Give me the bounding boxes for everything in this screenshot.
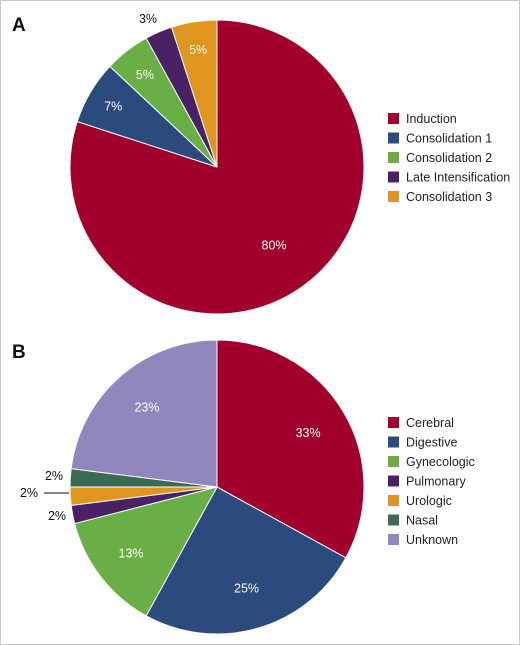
legend-swatch-consolidation-1 [388,132,399,144]
slice-cerebral [216,339,365,559]
legend-label-cerebral: Cerebral [406,416,454,430]
legend-label-consolidation-2: Consolidation 2 [406,151,492,165]
legend-swatch-cerebral [388,417,399,428]
legend-label-unknown: Unknown [406,533,458,547]
data-label-induction: 80% [262,238,287,252]
legend-swatch-late-intensification [388,171,399,183]
slice-gynecologic [74,486,218,617]
legend-swatch-consolidation-3 [388,191,399,202]
legend-label-nasal: Nasal [406,514,438,528]
data-label-nasal: 2% [45,469,63,483]
legend-swatch-gynecologic [388,456,399,467]
data-label-unknown: 23% [134,401,159,415]
data-label-urologic: 2% [20,486,38,500]
data-label-consolidation-2: 5% [136,68,154,82]
data-label-gynecologic: 13% [119,547,144,561]
legend: Induction Consolidation 1 Consolidation 2 L… [388,112,510,204]
legend: Cerebral Digestive Gynecologic Pulmonary Uro… [388,416,475,547]
legend-swatch-unknown [388,534,399,545]
legend-label-late-intensification: Late Intensification [406,171,510,185]
legend-label-pulmonary: Pulmonary [406,475,466,489]
legend-label-gynecologic: Gynecologic [406,455,475,469]
legend-swatch-consolidation-2 [388,152,399,163]
legend-label-induction: Induction [406,112,457,126]
pie-chart-b: B 33% 25% 13% 2% 2% 2% 23% Cerebral Digestive Gyne… [12,339,475,635]
data-label-consolidation-3: 5% [189,43,207,57]
slice-consolidation-3 [170,19,218,168]
legend-swatch-pulmonary [388,475,399,487]
pie-chart-a: A 80% 7% 5% 3% 5% Induction Consolidation 1 Cons… [12,12,510,315]
data-label-late-intensification: 3% [139,12,157,26]
slice-unknown [70,339,218,488]
data-label-consolidation-1: 7% [104,100,122,114]
panel-label-a: A [12,15,26,36]
legend-swatch-induction [388,113,399,124]
legend-swatch-digestive [388,436,399,448]
legend-label-consolidation-3: Consolidation 3 [406,190,492,204]
data-label-digestive: 25% [234,582,259,596]
legend-swatch-urologic [388,495,399,506]
legend-label-consolidation-1: Consolidation 1 [406,132,492,146]
data-label-cerebral: 33% [296,426,321,440]
slice-digestive [145,486,347,635]
legend-label-digestive: Digestive [406,436,457,450]
data-label-pulmonary: 2% [48,509,66,523]
panel-label-b: B [12,342,26,363]
legend-swatch-nasal [388,514,399,526]
legend-label-urologic: Urologic [406,494,452,508]
